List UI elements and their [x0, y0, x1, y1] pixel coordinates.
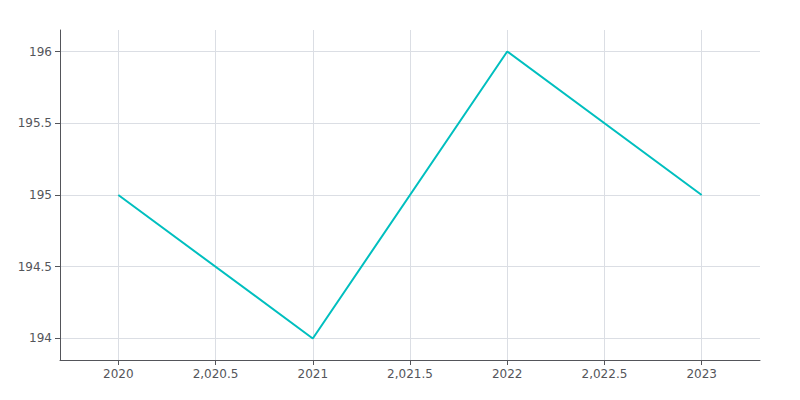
svg-text:2020: 2020	[103, 367, 134, 381]
svg-text:2,022.5: 2,022.5	[582, 367, 628, 381]
svg-text:195.5: 195.5	[18, 116, 52, 130]
svg-text:196: 196	[29, 45, 52, 59]
svg-text:2023: 2023	[686, 367, 717, 381]
svg-text:2,021.5: 2,021.5	[387, 367, 433, 381]
svg-text:2022: 2022	[492, 367, 523, 381]
svg-text:194.5: 194.5	[18, 260, 52, 274]
svg-text:2021: 2021	[298, 367, 329, 381]
svg-text:194: 194	[29, 331, 52, 345]
svg-text:2,020.5: 2,020.5	[193, 367, 239, 381]
svg-text:195: 195	[29, 188, 52, 202]
